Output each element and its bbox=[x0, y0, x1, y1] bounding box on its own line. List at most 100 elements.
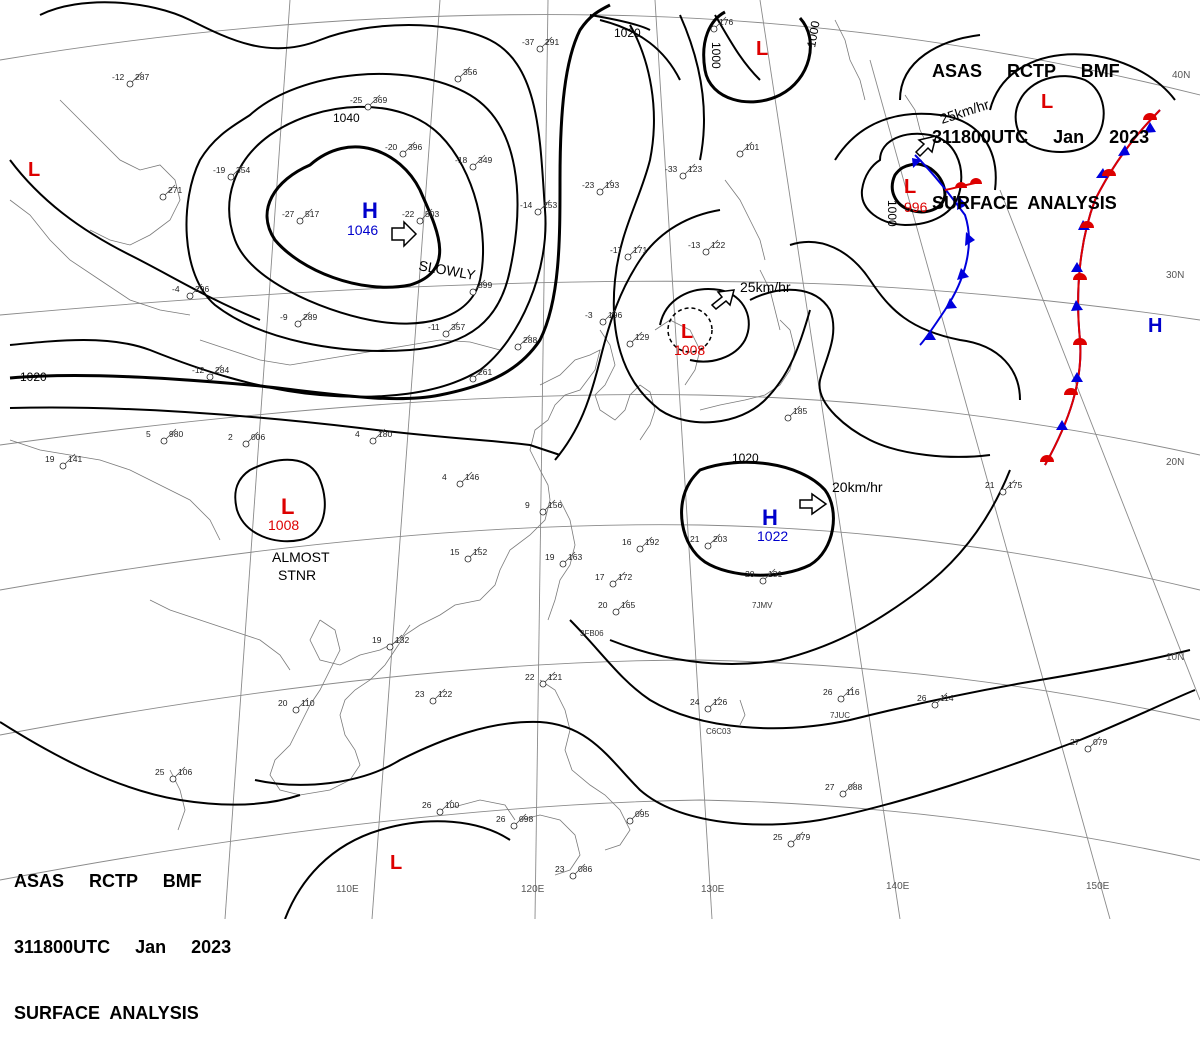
low-ne-symbol: L bbox=[1041, 91, 1053, 113]
station-plot: 24 126 bbox=[690, 696, 727, 713]
station-pressure: 517 bbox=[305, 209, 319, 219]
station-temp: 26 bbox=[422, 800, 432, 810]
station-plot: -18 349 bbox=[455, 154, 492, 171]
station-pressure: 369 bbox=[373, 95, 387, 105]
station-plot: -25 369 bbox=[350, 94, 387, 111]
station-pressure: 296 bbox=[195, 284, 209, 294]
station-temp: 20 bbox=[278, 698, 288, 708]
station-plots: -37 291 -12 287 -25 369 -20 396 -18 349 -19 354 -22 5… bbox=[45, 16, 1107, 880]
station-temp: -33 bbox=[665, 164, 678, 174]
station-plot: -22 503 bbox=[402, 208, 439, 225]
front-warm-semicircles bbox=[955, 113, 1157, 462]
station-temp: 15 bbox=[450, 547, 460, 557]
station-pressure: 088 bbox=[848, 782, 862, 792]
station-temp: -14 bbox=[520, 200, 533, 210]
station-temp: -27 bbox=[282, 209, 295, 219]
isobars bbox=[0, 1, 1196, 919]
station-plot: -12 284 bbox=[192, 364, 229, 381]
station-plot: 399 bbox=[469, 279, 492, 296]
station-circle bbox=[596, 188, 604, 196]
station-plot: 20 131 bbox=[745, 568, 782, 585]
station-plot: 22 121 bbox=[525, 671, 562, 688]
wind-barb bbox=[474, 366, 486, 378]
station-circle bbox=[294, 320, 302, 328]
station-circle bbox=[399, 150, 407, 158]
station-pressure: 123 bbox=[688, 164, 702, 174]
station-temp: 22 bbox=[525, 672, 535, 682]
station-circle bbox=[736, 150, 744, 158]
station-plot: 25 079 bbox=[773, 831, 810, 848]
station-pressure: 100 bbox=[445, 800, 459, 810]
wind-barb bbox=[564, 551, 576, 563]
wind-barb bbox=[617, 599, 629, 611]
station-plot: 9 156 bbox=[525, 499, 562, 516]
lon-label-110e: 110E bbox=[336, 884, 359, 895]
station-temp: -18 bbox=[455, 155, 468, 165]
station-pressure: 165 bbox=[621, 600, 635, 610]
station-plot: -11 357 bbox=[428, 321, 465, 338]
station-pressure: 122 bbox=[711, 240, 725, 250]
station-temp: 27 bbox=[1070, 737, 1080, 747]
isobar-label-1040: 1040 bbox=[333, 111, 360, 125]
wind-barb bbox=[631, 331, 643, 343]
station-temp: 27 bbox=[825, 782, 835, 792]
wind-barb bbox=[1004, 479, 1016, 491]
station-temp: 25 bbox=[155, 767, 165, 777]
station-circle bbox=[364, 103, 372, 111]
station-plot: 4 180 bbox=[355, 428, 392, 445]
station-temp: -3 bbox=[585, 310, 593, 320]
station-circle bbox=[626, 817, 634, 825]
station-plot: 26 100 bbox=[422, 799, 459, 816]
lon-label-130e: 130E bbox=[701, 884, 725, 895]
station-circle bbox=[436, 808, 444, 816]
wind-barb bbox=[469, 546, 481, 558]
ship-ids: 7JMV 3FB06 C6C03 7JUC bbox=[580, 601, 850, 736]
station-pressure: 287 bbox=[135, 72, 149, 82]
station-plot: 26 114 bbox=[917, 692, 954, 709]
station-pressure: 006 bbox=[251, 432, 265, 442]
station-circle bbox=[569, 872, 577, 880]
wind-barb bbox=[604, 309, 616, 321]
station-plot: 185 bbox=[784, 405, 807, 422]
station-circle bbox=[386, 643, 394, 651]
station-plot: -9 289 bbox=[280, 311, 317, 328]
station-plot: 101 bbox=[736, 141, 759, 158]
station-temp: -12 bbox=[192, 365, 205, 375]
low-north-symbol: L bbox=[756, 38, 768, 60]
station-plot: 27 079 bbox=[1070, 736, 1107, 753]
high-1046-value: 1046 bbox=[347, 222, 378, 238]
isobar-labels: 1040 1020 1020 1020 1000 1000 1000 bbox=[20, 19, 899, 465]
station-pressure: 152 bbox=[473, 547, 487, 557]
graticule bbox=[0, 0, 1200, 919]
wind-barb bbox=[247, 431, 259, 443]
low-dashed-circle bbox=[667, 307, 713, 353]
wind-barb bbox=[707, 239, 719, 251]
station-pressure: 196 bbox=[608, 310, 622, 320]
station-plot: 288 bbox=[514, 334, 537, 351]
station-plot: 21 175 bbox=[985, 479, 1022, 496]
wind-barb bbox=[391, 634, 403, 646]
wind-barb bbox=[299, 311, 311, 323]
station-circle bbox=[624, 253, 632, 261]
station-plot: 19 141 bbox=[45, 453, 82, 470]
station-circle bbox=[296, 217, 304, 225]
lon-label-140e: 140E bbox=[886, 881, 910, 892]
station-circle bbox=[59, 462, 67, 470]
station-plot: 27 088 bbox=[825, 781, 862, 798]
station-pressure: 122 bbox=[438, 689, 452, 699]
wind-barb bbox=[421, 208, 433, 220]
wind-barb bbox=[131, 71, 143, 83]
wind-barb bbox=[844, 781, 856, 793]
front-cold-triangles bbox=[912, 122, 1156, 430]
station-temp: -25 bbox=[350, 95, 363, 105]
low-1008-west-symbol: L bbox=[281, 494, 294, 519]
header-line-time: 311800UTC Jan 2023 bbox=[932, 127, 1150, 147]
wind-barb bbox=[404, 141, 416, 153]
station-temp: 23 bbox=[555, 864, 565, 874]
station-pressure: 284 bbox=[215, 365, 229, 375]
station-plot: 23 122 bbox=[415, 688, 452, 705]
ship-id: 7JUC bbox=[830, 711, 850, 720]
station-circle bbox=[759, 577, 767, 585]
high-east-symbol: H bbox=[1148, 315, 1162, 337]
station-pressure: 253 bbox=[543, 200, 557, 210]
